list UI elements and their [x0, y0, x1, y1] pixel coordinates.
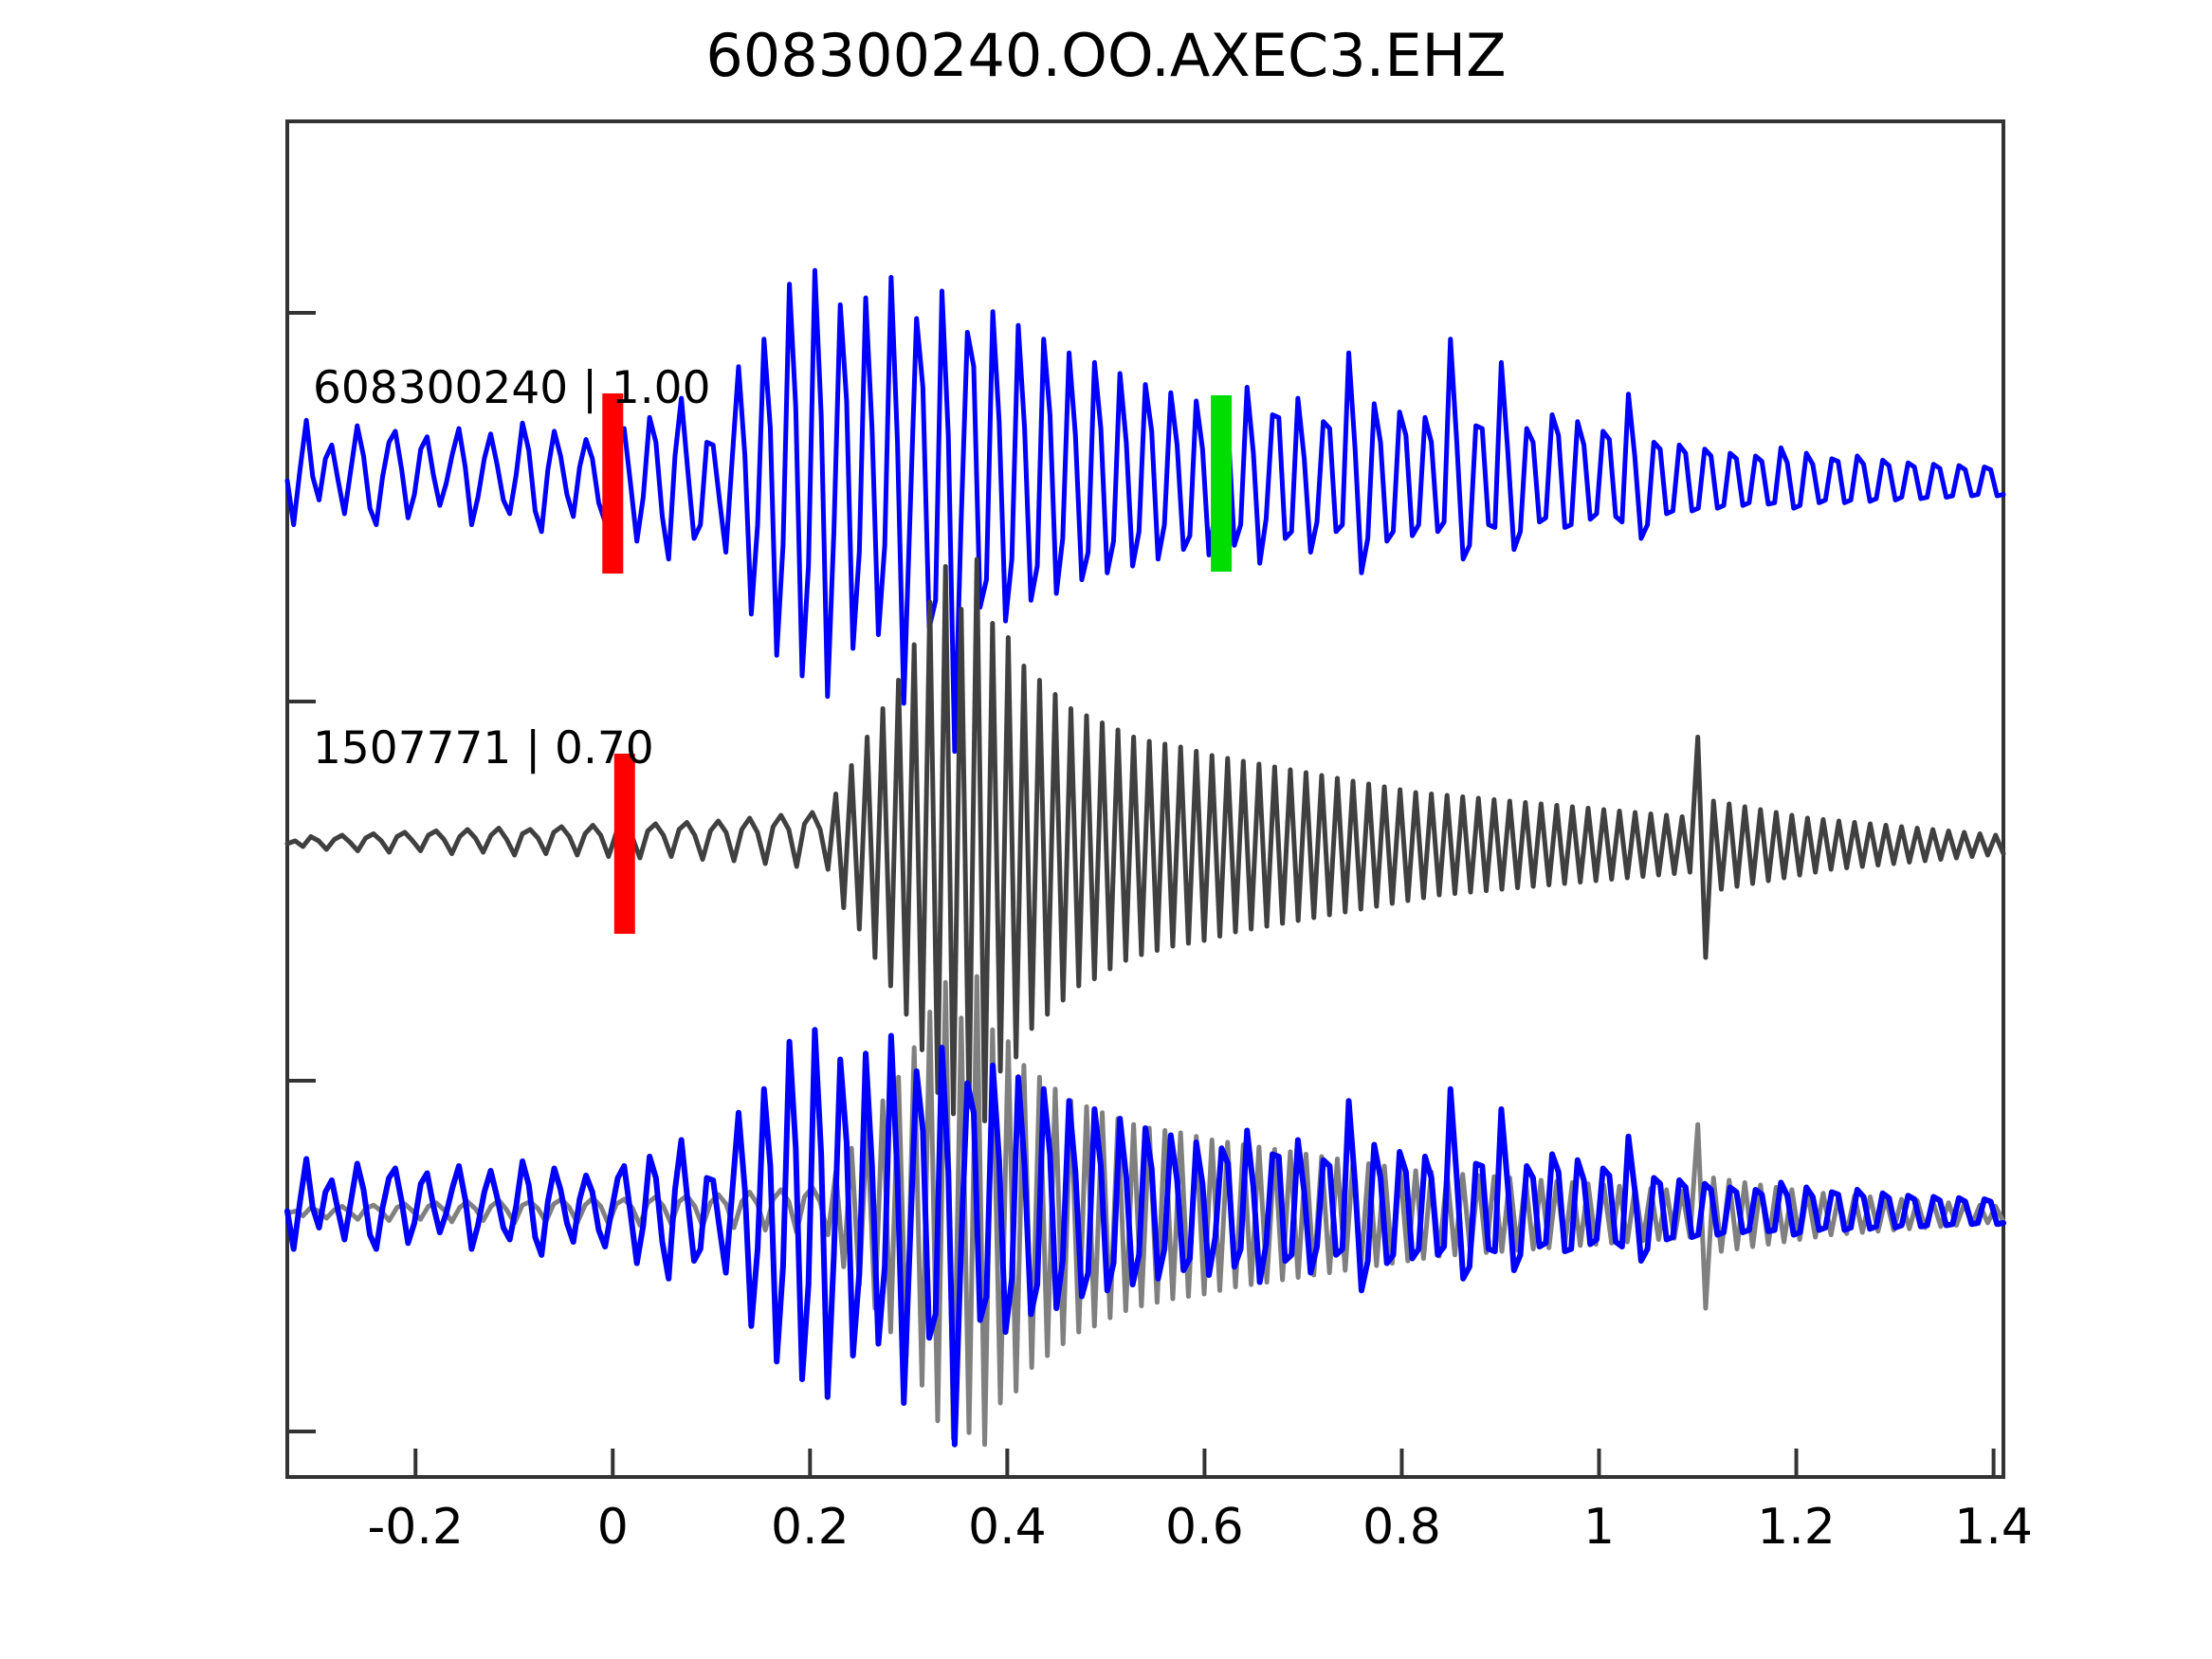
x-tick-label: 1	[1583, 1499, 1615, 1556]
trace-group	[284, 267, 2006, 1448]
x-axis-tick-labels: -0.2 0 0.2 0.4 0.6 0.8 1 1.2 1.4	[367, 1499, 2032, 1556]
x-tick-label: 0.8	[1362, 1499, 1441, 1556]
x-tick-label: 1.2	[1757, 1499, 1836, 1556]
x-tick-label: 0.2	[771, 1499, 850, 1556]
x-tick-label: 0.6	[1165, 1499, 1244, 1556]
page-title: 608300240.OO.AXEC3.EHZ	[705, 21, 1507, 90]
x-tick-label: 0	[597, 1499, 629, 1556]
trace-detection-gray	[284, 556, 2006, 1123]
x-tick-label: 1.4	[1954, 1499, 2033, 1556]
trace-label-template: 608300240 | 1.00	[313, 362, 711, 414]
trace-overlay-blue	[284, 1027, 2006, 1448]
x-tick-label: 0.4	[968, 1499, 1047, 1556]
x-tick-label: -0.2	[367, 1499, 463, 1556]
trace-label-detection: 1507771 | 0.70	[313, 722, 654, 775]
y-axis-ticks	[287, 311, 316, 1433]
x-axis-ticks	[413, 1449, 1996, 1477]
trace-template-blue	[284, 267, 2006, 755]
marker-s-pick	[1211, 395, 1233, 572]
marker-p-pick	[602, 393, 624, 574]
phase-marker-group	[602, 393, 1233, 934]
marker-p-pick	[613, 754, 635, 934]
